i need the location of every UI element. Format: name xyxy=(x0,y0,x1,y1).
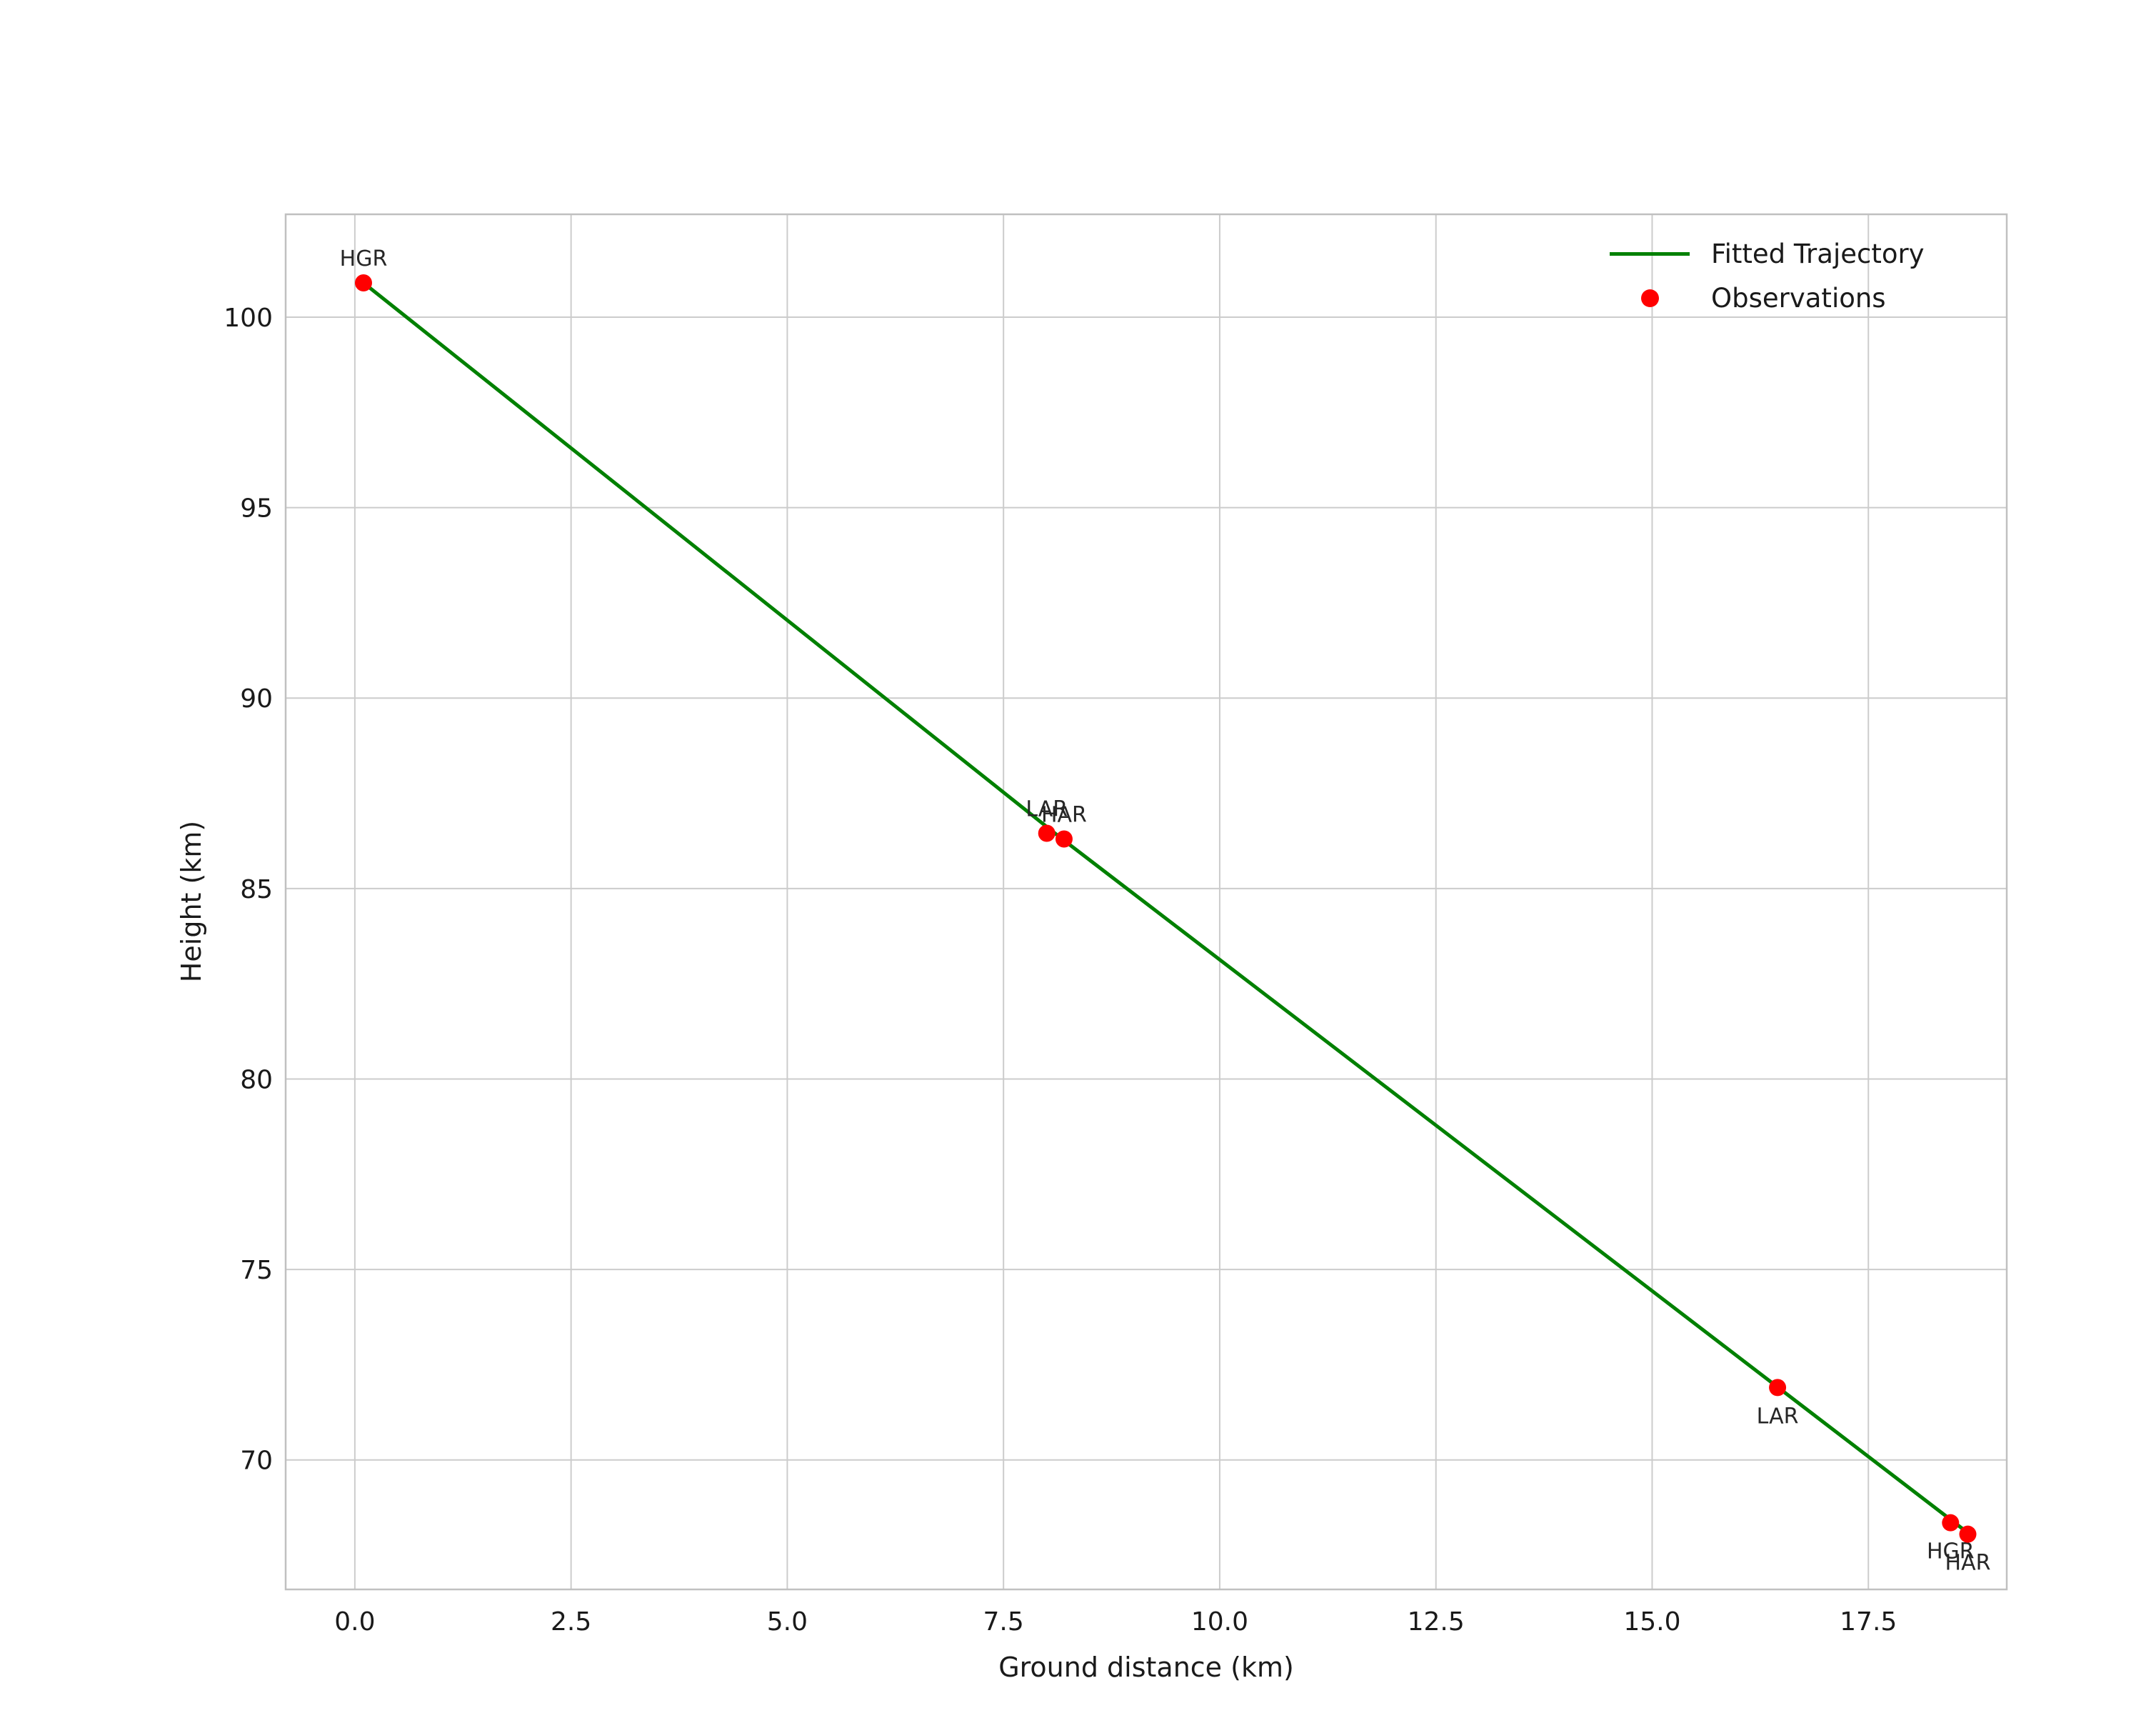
legend-label-fitted-trajectory: Fitted Trajectory xyxy=(1711,238,1925,269)
fitted-trajectory-line xyxy=(361,281,1975,1538)
legend-swatch-container xyxy=(1605,289,1694,307)
x-tick-label: 5.0 xyxy=(767,1607,808,1637)
observation-point xyxy=(1038,824,1056,842)
legend-item-fitted-trajectory: Fitted Trajectory xyxy=(1605,231,1925,276)
y-tick-label: 70 xyxy=(240,1447,273,1476)
point-label-har: HAR xyxy=(1041,803,1087,828)
legend-label-observations: Observations xyxy=(1711,282,1886,314)
y-axis-label: Height (km) xyxy=(176,820,207,983)
legend-point-swatch xyxy=(1640,289,1659,307)
observation-point xyxy=(1769,1379,1787,1397)
point-label-hgr: HGR xyxy=(340,246,388,271)
y-tick-label: 80 xyxy=(240,1065,273,1094)
x-axis-label: Ground distance (km) xyxy=(998,1652,1294,1683)
y-tick-label: 95 xyxy=(240,494,273,524)
legend: Fitted Trajectory Observations xyxy=(1605,231,1925,320)
observation-point xyxy=(1055,830,1073,848)
y-tick-label: 90 xyxy=(240,684,273,714)
point-label-lar: LAR xyxy=(1026,797,1068,822)
legend-item-observations: Observations xyxy=(1605,276,1925,320)
plot-border xyxy=(284,213,2008,1591)
x-tick-label: 7.5 xyxy=(983,1607,1024,1637)
x-tick-label: 2.5 xyxy=(551,1607,591,1637)
x-tick-label: 17.5 xyxy=(1840,1607,1897,1637)
legend-swatch-container xyxy=(1605,251,1694,256)
x-tick-label: 12.5 xyxy=(1408,1607,1465,1637)
y-tick-label: 85 xyxy=(240,875,273,904)
legend-line-swatch xyxy=(1610,251,1690,256)
y-tick-label: 75 xyxy=(240,1256,273,1285)
point-label-hgr: HGR xyxy=(1927,1539,1975,1564)
x-tick-label: 10.0 xyxy=(1191,1607,1248,1637)
x-tick-label: 0.0 xyxy=(334,1607,375,1637)
observation-point xyxy=(1959,1525,1977,1543)
y-tick-label: 100 xyxy=(224,304,273,333)
observation-point xyxy=(354,274,372,291)
x-tick-label: 15.0 xyxy=(1623,1607,1680,1637)
observation-point xyxy=(1942,1514,1960,1532)
point-label-lar: LAR xyxy=(1757,1404,1799,1429)
point-label-har: HAR xyxy=(1945,1551,1991,1576)
